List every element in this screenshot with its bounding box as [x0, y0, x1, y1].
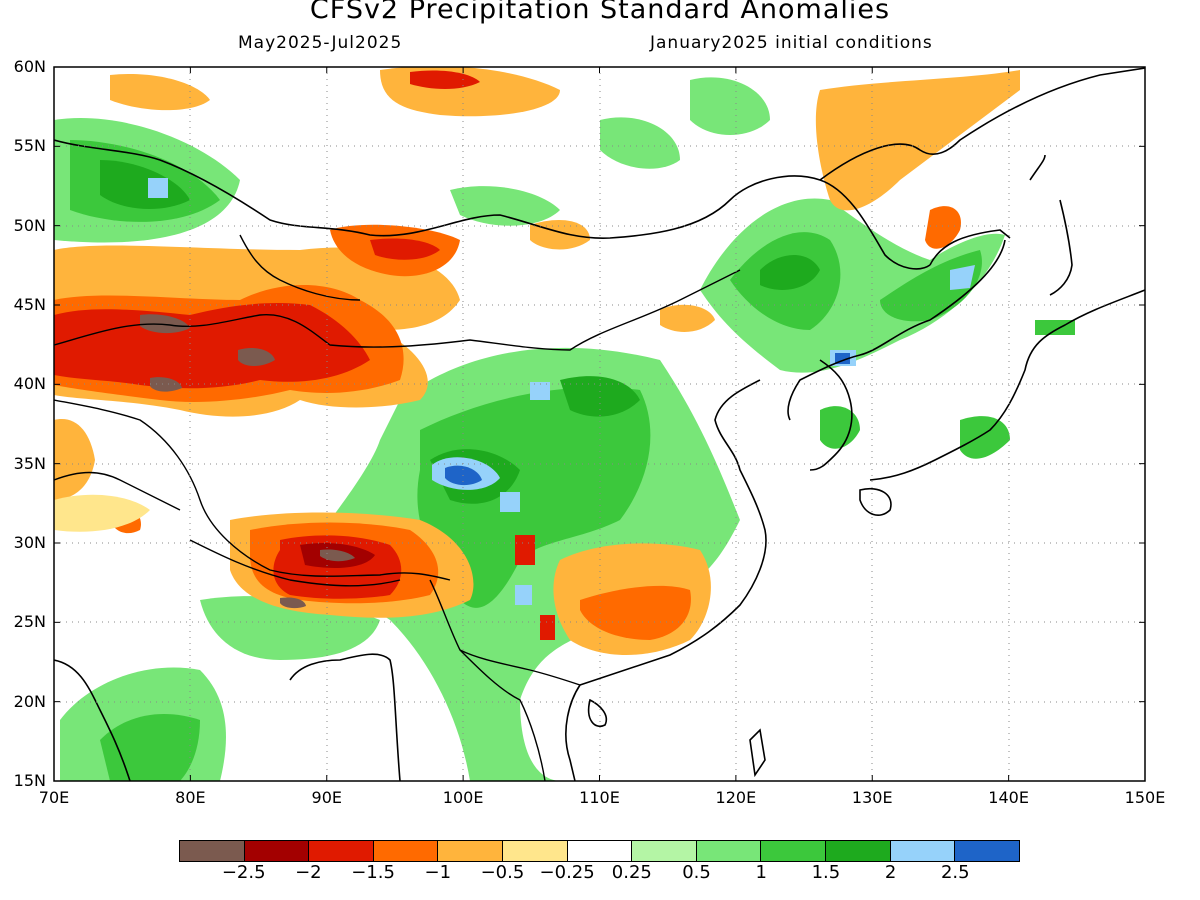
lon-tick-label: 110E — [579, 788, 620, 807]
colorbar-label: 0.25 — [611, 862, 652, 883]
colorbar-label: 0.5 — [682, 862, 711, 883]
border-layer — [54, 234, 741, 781]
lat-tick-label: 20N — [13, 691, 46, 711]
colorbar-swatch — [309, 841, 374, 861]
lat-tick-label: 45N — [13, 295, 46, 314]
lat-tick-label: 55N — [13, 136, 46, 156]
colorbar-label: −0.5 — [480, 862, 525, 883]
colorbar-label: 2 — [884, 862, 897, 883]
lon-tick-label: 150E — [1124, 788, 1166, 807]
lat-tick-label: 15N — [13, 771, 46, 790]
colorbar-swatch — [955, 841, 1019, 861]
colorbar-label: −0.25 — [539, 862, 595, 883]
lat-tick-label: 35N — [13, 453, 46, 473]
blue-anomaly-layer — [148, 178, 975, 605]
colorbar-label: −2 — [295, 862, 322, 883]
dry-anomaly-layer — [54, 67, 1020, 655]
colorbar-label: 1.5 — [811, 862, 841, 883]
lon-tick-label: 120E — [715, 788, 757, 807]
lon-tick-label: 80E — [175, 788, 206, 807]
coastline-layer — [54, 67, 1145, 781]
colorbar-swatch — [244, 841, 310, 861]
colorbar-swatch — [567, 841, 633, 861]
lat-tick-label: 30N — [13, 533, 46, 552]
colorbar — [179, 840, 1020, 862]
lon-tick-label: 70E — [38, 788, 70, 807]
colorbar-swatch — [761, 841, 827, 861]
colorbar-swatch — [696, 841, 762, 861]
colorbar-swatch — [180, 841, 245, 861]
lat-tick-label: 50N — [13, 215, 46, 235]
colorbar-swatch — [438, 841, 504, 861]
forecast-period: May2025-Jul2025 — [238, 33, 403, 53]
colorbar-swatch — [373, 841, 439, 861]
lon-tick-label: 100E — [442, 788, 484, 807]
colorbar-swatch — [503, 841, 568, 861]
colorbar-swatch — [826, 841, 891, 861]
lon-tick-label: 90E — [311, 788, 342, 807]
colorbar-label: −1 — [424, 862, 452, 883]
colorbar-label: 1 — [755, 862, 767, 883]
lon-tick-label: 140E — [988, 788, 1029, 807]
lat-tick-label: 40N — [13, 374, 46, 394]
lat-tick-label: 25N — [13, 612, 46, 632]
colorbar-label: −1.5 — [351, 862, 395, 883]
lat-tick-label: 60N — [13, 57, 46, 76]
initial-conditions: January2025 initial conditions — [650, 33, 933, 53]
colorbar-label: −2.5 — [221, 862, 266, 883]
colorbar-swatch — [632, 841, 697, 861]
map-title: CFSv2 Precipitation Standard Anomalies — [309, 0, 891, 25]
colorbar-label: 2.5 — [940, 862, 970, 883]
graticule — [54, 67, 1145, 781]
colorbar-swatch — [890, 841, 956, 861]
lon-tick-label: 130E — [851, 788, 893, 807]
